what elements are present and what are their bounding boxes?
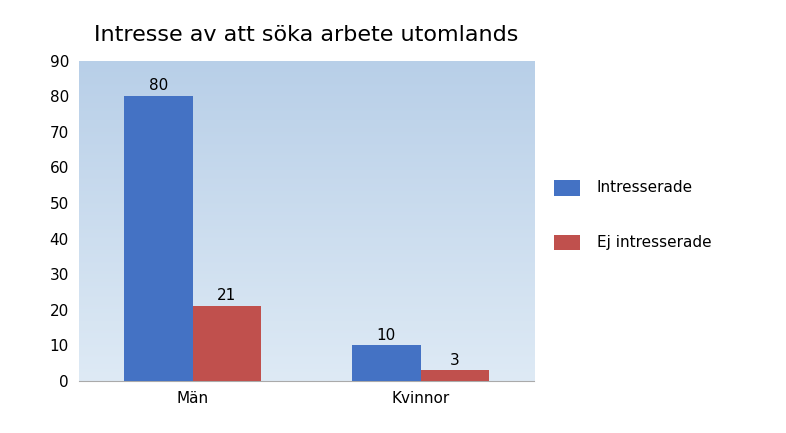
Text: 10: 10 [376,328,396,343]
Bar [421,370,489,381]
Bar [193,306,261,381]
Bar [124,96,193,381]
Text: 80: 80 [149,78,168,94]
Text: 3: 3 [450,352,460,368]
Text: Ej intresserade: Ej intresserade [597,235,711,250]
Text: Intresserade: Intresserade [597,181,693,195]
Title: Intresse av att söka arbete utomlands: Intresse av att söka arbete utomlands [94,25,519,45]
FancyBboxPatch shape [554,180,580,196]
Bar [352,346,421,381]
Text: 21: 21 [217,288,237,304]
FancyBboxPatch shape [554,235,580,250]
